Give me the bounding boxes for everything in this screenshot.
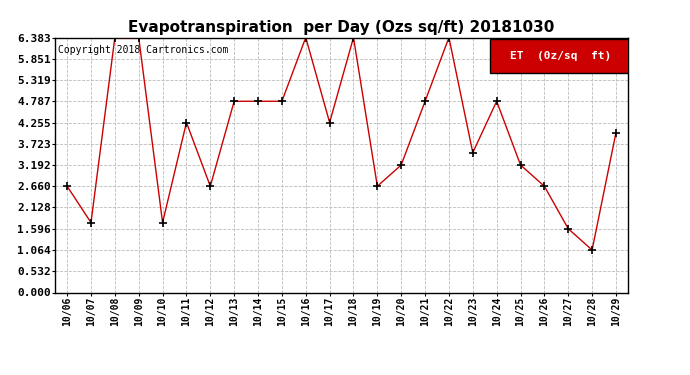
Point (563, 226, 574, 232)
Point (420, 98, 431, 104)
Point (157, 220, 168, 226)
Point (611, 130, 622, 136)
Point (205, 183, 216, 189)
Point (133, 34, 144, 40)
Point (586, 247, 598, 253)
Point (539, 183, 550, 189)
Point (467, 150, 478, 156)
Point (109, 34, 120, 40)
Title: Evapotranspiration  per Day (Ozs sq/ft) 20181030: Evapotranspiration per Day (Ozs sq/ft) 2… (128, 20, 555, 35)
Point (444, 34, 455, 40)
Point (491, 98, 502, 104)
Text: ET  (0z/sq  ft): ET (0z/sq ft) (511, 51, 611, 61)
Point (228, 98, 239, 104)
Point (181, 120, 192, 126)
Point (253, 98, 264, 104)
Point (300, 34, 311, 40)
Point (395, 162, 406, 168)
Point (515, 162, 526, 168)
Point (86, 220, 97, 226)
Point (277, 98, 288, 104)
Point (324, 120, 335, 126)
FancyBboxPatch shape (491, 39, 631, 73)
Point (372, 183, 383, 189)
Text: Copyright 2018 Cartronics.com: Copyright 2018 Cartronics.com (58, 45, 228, 55)
Point (348, 34, 359, 40)
Point (61, 183, 72, 189)
